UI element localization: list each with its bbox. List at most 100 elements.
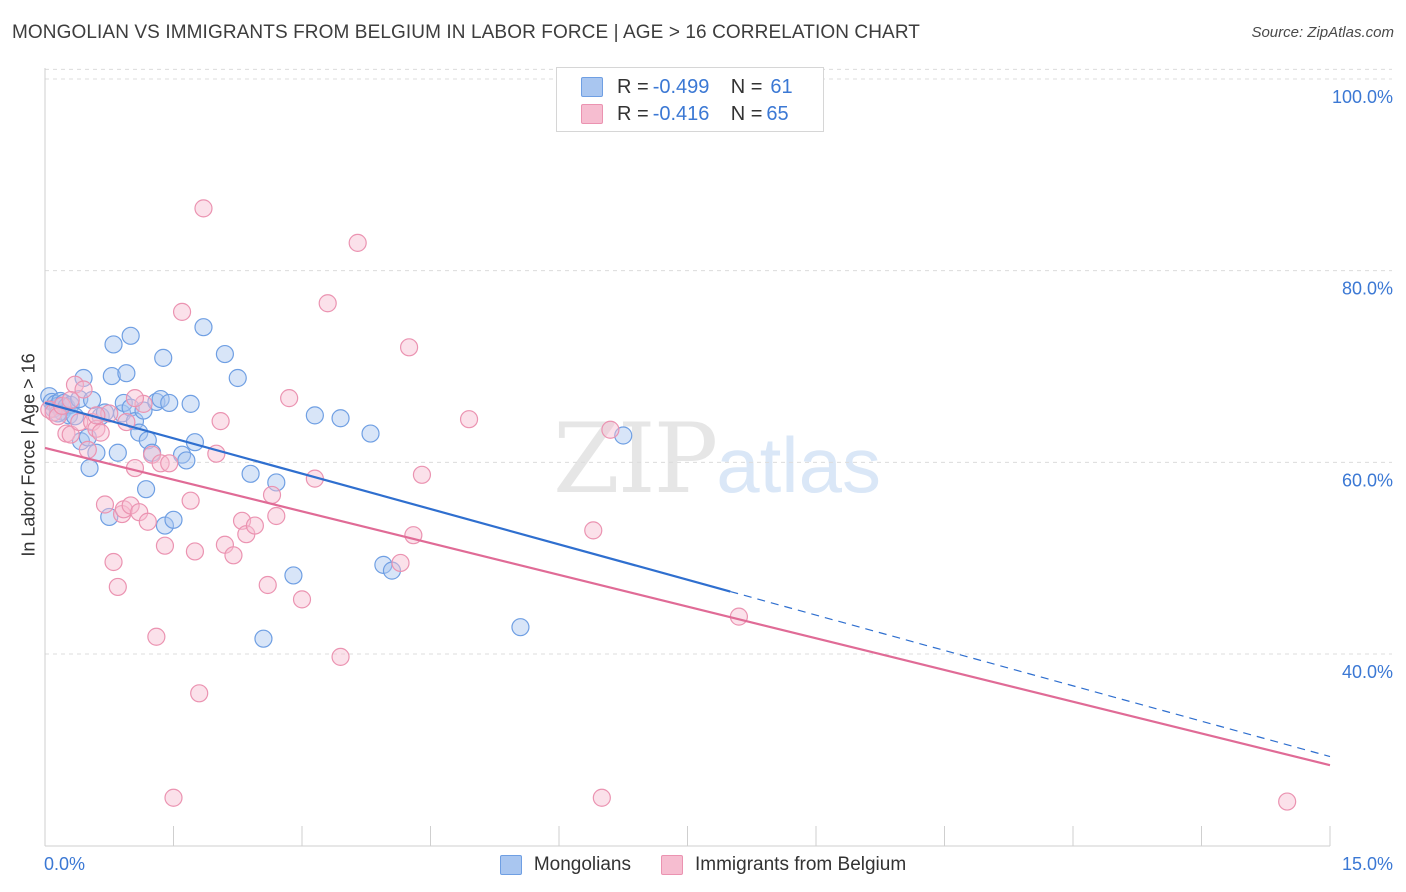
- belgium-point: [91, 423, 110, 442]
- belgium-point: [190, 684, 209, 703]
- belgium-point: [74, 380, 93, 399]
- belgium-point: [181, 491, 200, 510]
- belgium-point: [729, 607, 749, 626]
- belgium-point: [292, 590, 312, 609]
- mongolians-point: [154, 348, 173, 367]
- belgium-point: [262, 485, 282, 505]
- mongolians-trend-line: [44, 401, 731, 593]
- mongolians-point: [254, 629, 273, 648]
- belgium-point: [348, 233, 367, 252]
- legend-item-belgium[interactable]: Immigrants from Belgium: [661, 854, 906, 876]
- belgium-point: [95, 495, 115, 514]
- r-label: R =: [617, 75, 649, 98]
- mongolians-trend-extension: [730, 590, 1331, 758]
- belgium-point: [172, 302, 192, 321]
- belgium-point: [318, 294, 337, 313]
- chart-source: Source: ZipAtlas.com: [1251, 24, 1394, 41]
- n-label: N =: [730, 75, 763, 98]
- belgium-point: [125, 389, 145, 408]
- belgium-trend-line: [44, 446, 1331, 767]
- belgium-point: [138, 512, 157, 531]
- belgium-point: [459, 410, 479, 429]
- n-value: 61: [770, 75, 793, 98]
- belgium-point: [331, 647, 350, 666]
- mongolians-point: [305, 406, 324, 425]
- stats-legend: R = -0.499 N = 61 R = -0.416 N = 65: [556, 67, 824, 132]
- belgium-point: [104, 552, 123, 572]
- belgium-point: [194, 199, 213, 218]
- x-tick-label: 15.0%: [1342, 854, 1393, 874]
- mongolians-point: [80, 458, 99, 478]
- r-value: -0.499: [652, 75, 710, 98]
- mongolians-point: [228, 368, 247, 388]
- belgium-point: [160, 454, 179, 473]
- mongolians-point: [177, 451, 196, 470]
- mongolians-point: [151, 389, 170, 409]
- y-tick-label: 40.0%: [1342, 662, 1393, 682]
- legend-label-belgium: Immigrants from Belgium: [695, 854, 907, 875]
- belgium-point: [391, 553, 410, 573]
- r-label: R =: [617, 102, 649, 125]
- belgium-point: [412, 465, 432, 484]
- mongolians-point: [117, 364, 136, 383]
- y-tick-label: 80.0%: [1342, 279, 1393, 299]
- belgium-point: [399, 338, 419, 357]
- mongolians-point: [194, 318, 213, 337]
- watermark: ZIPatlas: [553, 403, 881, 515]
- y-tick-label: 100.0%: [1332, 87, 1393, 107]
- mongolians-point: [284, 566, 303, 585]
- y-tick-label: 60.0%: [1342, 470, 1393, 490]
- belgium-point: [108, 577, 127, 597]
- belgium-swatch: [581, 104, 603, 124]
- belgium-point: [280, 389, 299, 408]
- mongolians-point: [121, 326, 140, 345]
- belgium-point: [164, 788, 183, 807]
- legend-label-mongolians: Mongolians: [533, 854, 631, 875]
- watermark-atlas: atlas: [716, 421, 881, 509]
- belgium-point: [48, 407, 67, 426]
- belgium-point: [61, 425, 80, 444]
- mongolians-point: [134, 401, 153, 420]
- n-label: N =: [730, 102, 763, 125]
- legend-item-mongolians[interactable]: Mongolians: [499, 854, 631, 876]
- mongolians-point: [241, 464, 260, 483]
- belgium-point: [155, 536, 175, 555]
- belgium-point: [1278, 792, 1297, 811]
- mongolians-swatch: [581, 77, 603, 97]
- mongolians-point: [331, 409, 350, 428]
- stats-legend-row-belgium: R = -0.416 N = 65: [581, 101, 789, 127]
- belgium-point: [224, 546, 243, 565]
- mongolians-point: [136, 480, 156, 499]
- stats-legend-row-mongolians: R = -0.499 N = 61: [581, 74, 793, 100]
- belgium-point: [70, 412, 89, 432]
- belgium-swatch: [661, 855, 683, 875]
- mongolians-swatch: [499, 855, 522, 875]
- chart-title: MONGOLIAN VS IMMIGRANTS FROM BELGIUM IN …: [12, 22, 921, 43]
- belgium-point: [78, 440, 97, 459]
- belgium-point: [245, 516, 264, 535]
- n-value: 65: [766, 102, 789, 125]
- mongolians-point: [160, 393, 179, 413]
- belgium-point: [601, 420, 620, 439]
- mongolians-point: [215, 344, 234, 364]
- belgium-point: [61, 390, 80, 410]
- belgium-point: [185, 542, 205, 561]
- x-tick-label: 0.0%: [44, 854, 85, 874]
- belgium-point: [258, 575, 277, 595]
- belgium-point: [267, 506, 286, 526]
- mongolians-point: [511, 618, 530, 637]
- belgium-point: [211, 412, 230, 431]
- mongolians-point: [102, 366, 121, 386]
- watermark-zip: ZIP: [553, 403, 718, 515]
- mongolians-point: [181, 394, 200, 413]
- mongolians-point: [164, 510, 183, 529]
- belgium-point: [147, 627, 166, 646]
- belgium-point: [584, 521, 603, 540]
- r-value: -0.416: [652, 102, 710, 125]
- mongolians-point: [108, 443, 127, 462]
- mongolians-point: [104, 335, 123, 354]
- series-legend: Mongolians Immigrants from Belgium: [0, 850, 1406, 880]
- mongolians-point: [361, 424, 380, 443]
- belgium-point: [592, 788, 611, 807]
